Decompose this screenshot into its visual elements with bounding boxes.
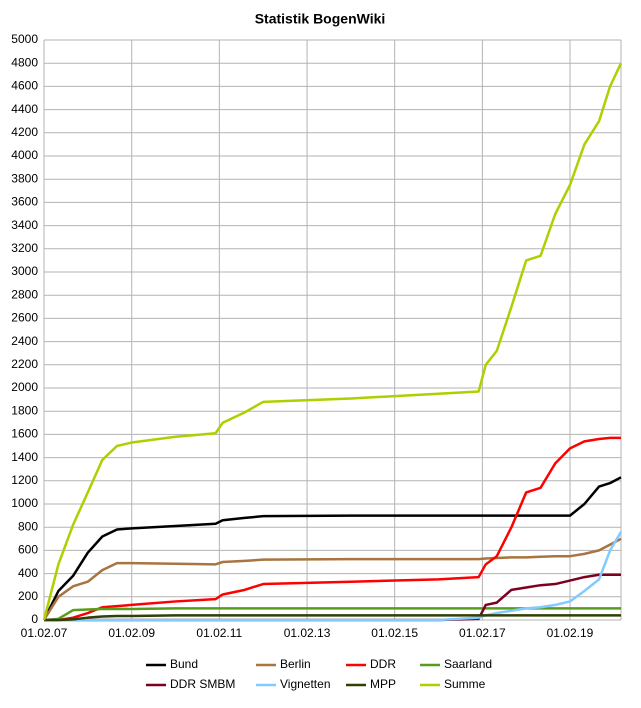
legend-label: Summe [444, 677, 486, 691]
y-tick-label: 2600 [11, 311, 38, 325]
x-tick-label: 01.02.17 [459, 626, 506, 640]
x-tick-label: 01.02.19 [547, 626, 594, 640]
y-tick-label: 4400 [11, 102, 38, 116]
y-tick-label: 4600 [11, 79, 38, 93]
series-line [44, 614, 621, 622]
x-tick-label: 01.02.07 [21, 626, 68, 640]
y-tick-label: 2000 [11, 380, 38, 394]
y-tick-label: 800 [18, 519, 38, 533]
chart-title: Statistik BogenWiki [255, 11, 386, 27]
x-tick-label: 01.02.09 [108, 626, 155, 640]
y-tick-label: 4200 [11, 125, 38, 139]
legend-label: MPP [370, 677, 396, 691]
y-tick-label: 1600 [11, 427, 38, 441]
legend-label: DDR [370, 657, 396, 671]
y-tick-label: 1000 [11, 496, 38, 510]
series-line [42, 476, 622, 621]
y-tick-label: 600 [18, 543, 38, 557]
x-tick-label: 01.02.15 [371, 626, 418, 640]
y-tick-label: 2400 [11, 334, 38, 348]
y-tick-label: 1800 [11, 403, 38, 417]
y-tick-label: 200 [18, 589, 38, 603]
y-tick-label: 3200 [11, 241, 38, 255]
y-tick-label: 2200 [11, 357, 38, 371]
series-line [43, 607, 621, 622]
y-tick-label: 400 [18, 566, 38, 580]
x-tick-label: 01.02.13 [284, 626, 331, 640]
y-tick-label: 5000 [11, 32, 38, 46]
y-tick-label: 3000 [11, 264, 38, 278]
y-tick-label: 1400 [11, 450, 38, 464]
legend-label: Saarland [444, 657, 492, 671]
series-line [42, 537, 622, 621]
y-tick-label: 3600 [11, 195, 38, 209]
series-line [44, 436, 621, 622]
legend-label: DDR SMBM [170, 677, 235, 691]
y-tick-label: 4000 [11, 148, 38, 162]
series-line [44, 531, 623, 622]
y-tick-label: 0 [31, 612, 38, 626]
y-tick-label: 3800 [11, 171, 38, 185]
y-tick-label: 1200 [11, 473, 38, 487]
series-line [42, 62, 623, 621]
legend-label: Bund [170, 657, 198, 671]
legend-label: Vignetten [280, 677, 331, 691]
x-tick-label: 01.02.11 [196, 626, 242, 640]
y-tick-label: 4800 [11, 55, 38, 69]
y-tick-label: 3400 [11, 218, 38, 232]
legend-label: Berlin [280, 657, 311, 671]
y-tick-label: 2800 [11, 287, 38, 301]
